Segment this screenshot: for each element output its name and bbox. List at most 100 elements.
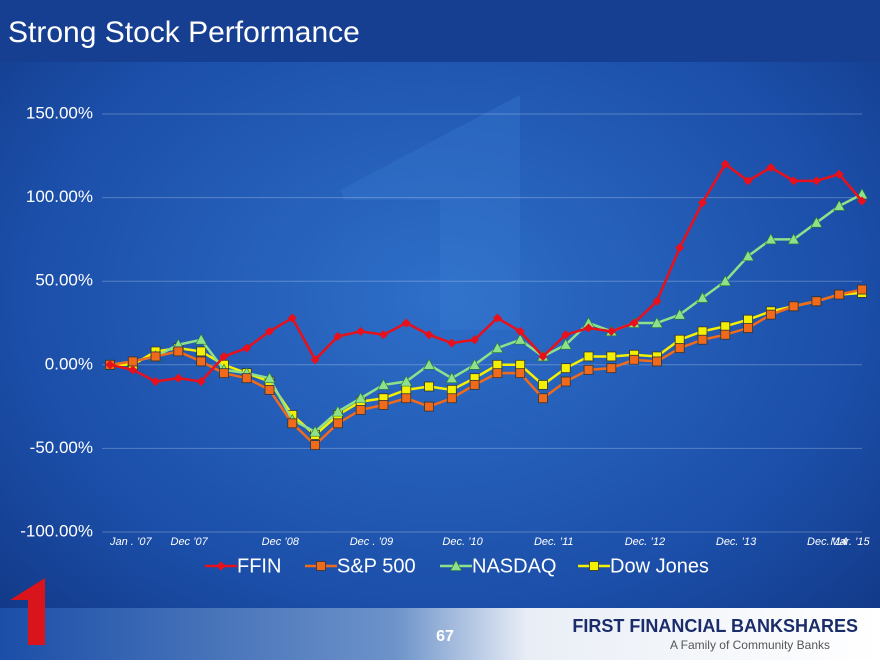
- data-point: [173, 346, 184, 357]
- data-point: [196, 377, 206, 387]
- x-tick-label: Dec. ’10: [442, 536, 483, 548]
- data-point: [606, 326, 616, 336]
- data-point: [333, 331, 343, 341]
- series-line: [109, 193, 863, 434]
- data-point: [195, 333, 208, 345]
- legend-label: S&P 500: [337, 555, 416, 577]
- data-point: [810, 216, 823, 228]
- legend-marker: [316, 561, 326, 571]
- data-point: [538, 379, 548, 390]
- series-line: [109, 162, 863, 383]
- data-point: [811, 296, 822, 307]
- x-tick-label: Dec . ’09: [350, 536, 393, 548]
- data-point: [764, 233, 777, 245]
- data-point: [401, 384, 412, 395]
- data-point: [720, 321, 731, 332]
- data-point: [811, 176, 821, 186]
- data-point: [629, 318, 639, 328]
- data-point: [105, 360, 115, 370]
- y-tick-label: -50.00%: [30, 438, 93, 457]
- page-number: 67: [436, 628, 454, 645]
- data-point: [766, 163, 776, 173]
- data-point: [833, 199, 846, 211]
- data-point: [331, 405, 344, 417]
- data-point: [789, 176, 799, 186]
- data-point: [445, 372, 458, 383]
- company-name: FIRST FINANCIAL BANKSHARES: [572, 616, 858, 636]
- data-point: [538, 351, 548, 361]
- y-tick-label: 0.00%: [45, 354, 93, 373]
- data-point: [788, 301, 799, 312]
- y-tick-label: 100.00%: [26, 187, 93, 206]
- data-point: [265, 326, 275, 336]
- data-point: [674, 343, 685, 353]
- footer-band: [0, 608, 880, 660]
- data-point: [447, 338, 457, 348]
- data-point: [720, 159, 730, 169]
- x-tick-label: Dec. ’14: [807, 536, 847, 548]
- company-tagline: A Family of Community Banks: [670, 638, 830, 652]
- data-point: [834, 169, 844, 179]
- data-point: [515, 368, 526, 379]
- data-point: [470, 335, 480, 345]
- data-point: [219, 368, 229, 379]
- x-tick-label: Mar. ’15: [830, 536, 870, 548]
- legend-marker: [449, 559, 463, 571]
- legend-marker: [216, 561, 226, 571]
- y-tick-label: 50.00%: [35, 271, 93, 290]
- series-line: [109, 288, 863, 447]
- data-point: [583, 351, 594, 362]
- data-point: [606, 351, 617, 362]
- y-tick-label: -100.00%: [20, 521, 93, 540]
- data-point: [606, 363, 617, 374]
- data-point: [538, 393, 548, 404]
- data-point: [423, 358, 436, 370]
- data-point: [378, 330, 388, 340]
- data-point: [241, 373, 252, 384]
- data-point: [401, 393, 412, 404]
- data-point: [424, 330, 434, 340]
- data-point: [629, 354, 640, 365]
- data-point: [559, 338, 572, 350]
- data-point: [468, 358, 481, 370]
- x-tick-label: Dec. ’11: [534, 536, 574, 548]
- data-point: [196, 356, 207, 367]
- x-tick-label: Jan . ’07: [109, 536, 152, 548]
- data-point: [309, 425, 322, 437]
- legend-marker: [589, 561, 599, 571]
- data-point: [720, 329, 731, 340]
- data-point: [173, 373, 183, 383]
- legend-label: NASDAQ: [472, 555, 556, 577]
- data-point: [242, 343, 252, 353]
- data-point: [355, 405, 366, 415]
- data-point: [446, 384, 457, 395]
- data-point: [492, 313, 502, 323]
- data-point: [743, 323, 753, 333]
- data-point: [675, 243, 685, 253]
- data-point: [263, 372, 276, 383]
- data-point: [310, 440, 320, 450]
- x-tick-label: Dec ’07: [171, 536, 209, 548]
- data-point: [400, 375, 413, 387]
- legend-label: FFIN: [237, 555, 281, 577]
- data-point: [287, 418, 298, 429]
- data-point: [356, 326, 366, 336]
- data-point: [491, 341, 504, 353]
- data-point: [219, 351, 229, 361]
- data-point: [151, 377, 161, 387]
- data-point: [674, 334, 685, 345]
- title-band: [0, 0, 880, 62]
- data-point: [401, 318, 411, 328]
- data-point: [196, 346, 207, 357]
- x-tick-label: Dec. ’13: [716, 536, 757, 548]
- data-point: [652, 296, 662, 306]
- data-point: [310, 355, 320, 365]
- x-tick-label: Dec ’08: [262, 536, 300, 548]
- data-point: [128, 365, 138, 375]
- data-point: [492, 359, 503, 370]
- data-point: [787, 233, 800, 245]
- data-point: [743, 176, 753, 186]
- data-point: [742, 249, 755, 261]
